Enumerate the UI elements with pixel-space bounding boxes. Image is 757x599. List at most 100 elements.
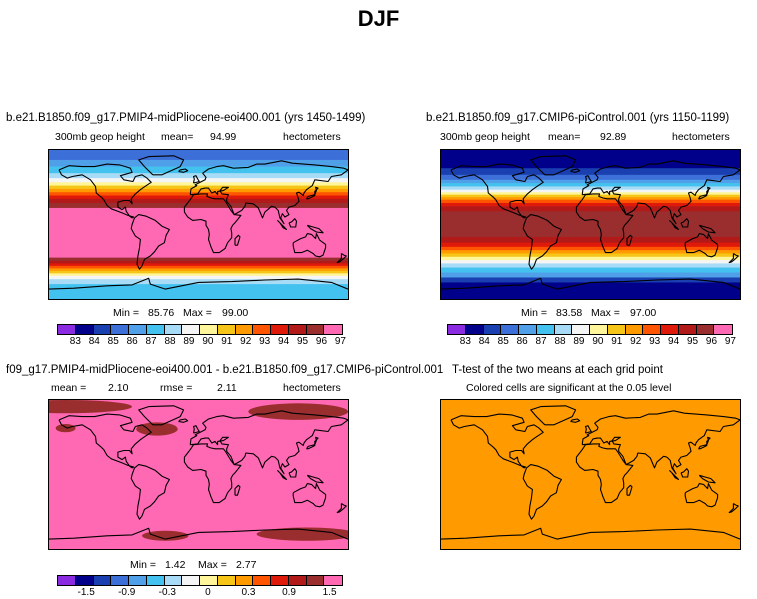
coastline-5: [234, 484, 241, 496]
coastline-8: [306, 186, 319, 200]
panel2-max-value: 97.00: [630, 307, 657, 319]
panel1-band-15: [49, 263, 348, 267]
coastline-7: [192, 425, 200, 434]
coastline-2: [530, 155, 577, 176]
cbar3-swatch-6: [164, 576, 183, 585]
page-title: DJF: [357, 6, 400, 31]
cbar1-swatch-12: [271, 325, 289, 334]
cbar1-swatch-7: [182, 325, 200, 334]
panel3-max-value: 2.77: [236, 559, 257, 571]
cbar3-swatch-3: [111, 576, 129, 585]
cbar1-swatch-2: [93, 325, 112, 334]
panel4-title: T-test of the two means at each grid poi…: [452, 364, 663, 376]
panel2-units: hectometers: [672, 131, 730, 143]
coastline-3: [581, 410, 740, 475]
panel2-band-20: [441, 260, 740, 264]
cbar3-labels-tick-3: 0: [205, 587, 211, 598]
panel1-title: b.e21.B1850.f09_g17.PMIP4-midPliocene-eo…: [6, 112, 366, 124]
coastline-8: [306, 436, 319, 450]
cbar1-labels-tick-4: 87: [145, 336, 157, 347]
coastline-14: [49, 527, 348, 540]
panel1-band-7: [49, 188, 348, 193]
panel3-colorbar-labels: -1.5 -0.9 -0.3 0 0.3 0.9 1.5: [57, 587, 341, 599]
cbar1-labels-tick-10: 93: [259, 336, 271, 347]
coastline-1: [522, 464, 562, 520]
panel3-colorbar: [57, 575, 343, 586]
panel2-band-6: [441, 189, 740, 193]
coastline-14: [441, 527, 740, 540]
panel2-colorbar-labels: 83 84 85 86 87 88 89 90 91 92 93 94 95 96 97: [447, 336, 736, 348]
cbar3-labels-tick-2: -0.3: [158, 587, 176, 598]
panel2-band-4: [441, 183, 740, 187]
coastline-5: [626, 234, 633, 246]
coastline-11: [288, 218, 298, 228]
cbar2-swatch-4: [519, 325, 537, 334]
cbar3-swatch-8: [200, 576, 218, 585]
panel2-title: b.e21.B1850.f09_g17.CMIP6-piControl.001 …: [426, 112, 730, 124]
panel3-units: hectometers: [283, 382, 341, 394]
cbar3-swatch-13: [288, 576, 307, 585]
panel2-band-18: [441, 253, 740, 258]
panel1-band-9: [49, 195, 348, 200]
cbar3-labels-tick-5: 0.9: [282, 587, 296, 598]
panel1-mean-label: mean=: [161, 131, 194, 143]
cbar2-swatch-1: [465, 325, 484, 334]
cbar2-labels-tick-8: 91: [611, 336, 623, 347]
panel1-units: hectometers: [283, 131, 341, 143]
cbar1-swatch-9: [217, 325, 236, 334]
panel2-band-12: [441, 206, 740, 212]
cbar3-swatch-14: [306, 576, 325, 585]
cbar2-labels-tick-5: 88: [554, 336, 566, 347]
panel2-band-5: [441, 186, 740, 191]
cbar2-labels-tick-0: 83: [459, 336, 471, 347]
coastline-5: [234, 234, 241, 246]
cbar3-swatch-5: [146, 576, 165, 585]
coastline-14: [441, 277, 740, 290]
panel3-max-label: Max =: [198, 559, 227, 571]
panel1-band-1: [49, 159, 348, 168]
cbar1-swatch-11: [253, 325, 271, 334]
cbar2-swatch-8: [590, 325, 608, 334]
cbar2-swatch-9: [607, 325, 626, 334]
panel3-patch-4: [256, 527, 348, 541]
cbar3-swatch-12: [271, 576, 289, 585]
cbar1-swatch-5: [146, 325, 165, 334]
coastline-8: [698, 186, 711, 200]
panel1-band-0: [49, 150, 348, 161]
panel2-band-23: [441, 272, 740, 278]
panel3-rmse-label: rmse =: [160, 382, 193, 394]
panel2-band-15: [441, 242, 740, 248]
cbar2-swatch-7: [572, 325, 590, 334]
cbar1-labels-tick-11: 94: [278, 336, 290, 347]
coastline-2: [138, 405, 185, 426]
coastline-13: [336, 503, 347, 514]
panel3-patch-0: [49, 400, 133, 414]
panel3-map: [48, 399, 349, 550]
coastline-11: [680, 218, 690, 228]
panel3-mean-label: mean =: [51, 382, 87, 394]
panel2-min-label: Min =: [521, 307, 547, 319]
coastline-9: [570, 168, 581, 173]
map2-plot: [441, 150, 740, 299]
panel2-band-16: [441, 246, 740, 251]
coastline-0: [58, 413, 152, 469]
cbar2-labels-tick-2: 85: [497, 336, 509, 347]
panel1-band-3: [49, 173, 348, 179]
coastline-3: [189, 160, 348, 225]
map1-plot: [49, 150, 348, 299]
panel1-band-6: [49, 185, 348, 190]
coastline-10: [277, 470, 288, 481]
cbar1-labels-tick-12: 95: [296, 336, 309, 347]
coastline-6: [684, 233, 719, 258]
coastline-6: [292, 233, 327, 258]
cbar3-swatch-9: [217, 576, 236, 585]
panel1-max-label: Max =: [183, 307, 212, 319]
coastline-4: [575, 443, 634, 504]
coastline-12: [698, 474, 716, 484]
panel2-band-24: [441, 277, 740, 283]
coastline-1: [522, 214, 562, 270]
coastline-11: [680, 468, 690, 478]
cbar3-swatch-10: [235, 576, 254, 585]
panel1-band-18: [49, 270, 348, 274]
panel1-mean-value: 94.99: [210, 131, 237, 143]
